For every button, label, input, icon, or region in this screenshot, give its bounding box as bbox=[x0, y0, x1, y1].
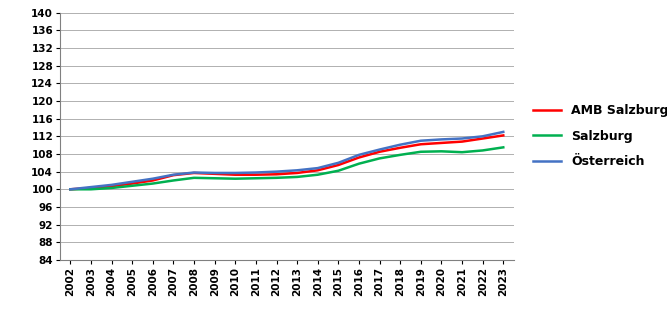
AMB Salzburg bbox=[87, 186, 95, 190]
Österreich bbox=[169, 173, 177, 177]
Österreich bbox=[417, 139, 425, 143]
AMB Salzburg bbox=[252, 173, 260, 177]
Salzburg bbox=[438, 149, 446, 153]
Österreich bbox=[500, 130, 508, 134]
AMB Salzburg bbox=[438, 141, 446, 145]
Salzburg bbox=[500, 146, 508, 149]
Österreich bbox=[396, 143, 404, 146]
Österreich bbox=[293, 168, 301, 172]
Salzburg bbox=[128, 184, 136, 188]
Salzburg bbox=[107, 186, 115, 190]
Österreich bbox=[107, 183, 115, 187]
Line: Salzburg: Salzburg bbox=[70, 147, 504, 189]
Österreich bbox=[376, 148, 384, 152]
Salzburg bbox=[87, 187, 95, 191]
Salzburg bbox=[66, 187, 74, 191]
Österreich bbox=[438, 138, 446, 141]
Salzburg bbox=[190, 176, 198, 180]
Salzburg bbox=[169, 178, 177, 182]
Österreich bbox=[355, 153, 363, 157]
Salzburg bbox=[334, 169, 342, 173]
Österreich bbox=[66, 187, 74, 191]
Legend: AMB Salzburg, Salzburg, Österreich: AMB Salzburg, Salzburg, Österreich bbox=[534, 104, 667, 168]
AMB Salzburg bbox=[500, 133, 508, 137]
Salzburg bbox=[252, 176, 260, 180]
Österreich bbox=[252, 171, 260, 174]
Österreich bbox=[273, 170, 281, 173]
AMB Salzburg bbox=[479, 137, 487, 140]
AMB Salzburg bbox=[149, 178, 157, 182]
AMB Salzburg bbox=[231, 173, 239, 177]
AMB Salzburg bbox=[128, 182, 136, 185]
AMB Salzburg bbox=[107, 184, 115, 188]
Österreich bbox=[231, 171, 239, 175]
Österreich bbox=[149, 177, 157, 181]
AMB Salzburg bbox=[211, 172, 219, 176]
Salzburg bbox=[396, 153, 404, 157]
AMB Salzburg bbox=[376, 150, 384, 154]
Österreich bbox=[128, 180, 136, 184]
Salzburg bbox=[458, 150, 466, 154]
AMB Salzburg bbox=[293, 171, 301, 175]
Salzburg bbox=[313, 173, 321, 177]
Österreich bbox=[313, 166, 321, 170]
AMB Salzburg bbox=[458, 140, 466, 144]
Salzburg bbox=[376, 157, 384, 160]
Salzburg bbox=[293, 175, 301, 179]
Salzburg bbox=[149, 182, 157, 185]
Salzburg bbox=[211, 176, 219, 180]
AMB Salzburg bbox=[396, 146, 404, 150]
Österreich bbox=[190, 171, 198, 174]
Line: AMB Salzburg: AMB Salzburg bbox=[70, 135, 504, 189]
Salzburg bbox=[355, 162, 363, 165]
AMB Salzburg bbox=[355, 156, 363, 159]
AMB Salzburg bbox=[190, 171, 198, 175]
Österreich bbox=[334, 161, 342, 165]
Line: Österreich: Österreich bbox=[70, 132, 504, 189]
Salzburg bbox=[231, 177, 239, 181]
AMB Salzburg bbox=[66, 187, 74, 191]
AMB Salzburg bbox=[334, 163, 342, 167]
Österreich bbox=[87, 185, 95, 189]
AMB Salzburg bbox=[313, 168, 321, 172]
AMB Salzburg bbox=[273, 172, 281, 176]
Salzburg bbox=[273, 176, 281, 180]
AMB Salzburg bbox=[417, 142, 425, 146]
Salzburg bbox=[479, 149, 487, 152]
Salzburg bbox=[417, 150, 425, 154]
Österreich bbox=[479, 134, 487, 138]
AMB Salzburg bbox=[169, 173, 177, 177]
Österreich bbox=[211, 171, 219, 175]
Österreich bbox=[458, 137, 466, 140]
